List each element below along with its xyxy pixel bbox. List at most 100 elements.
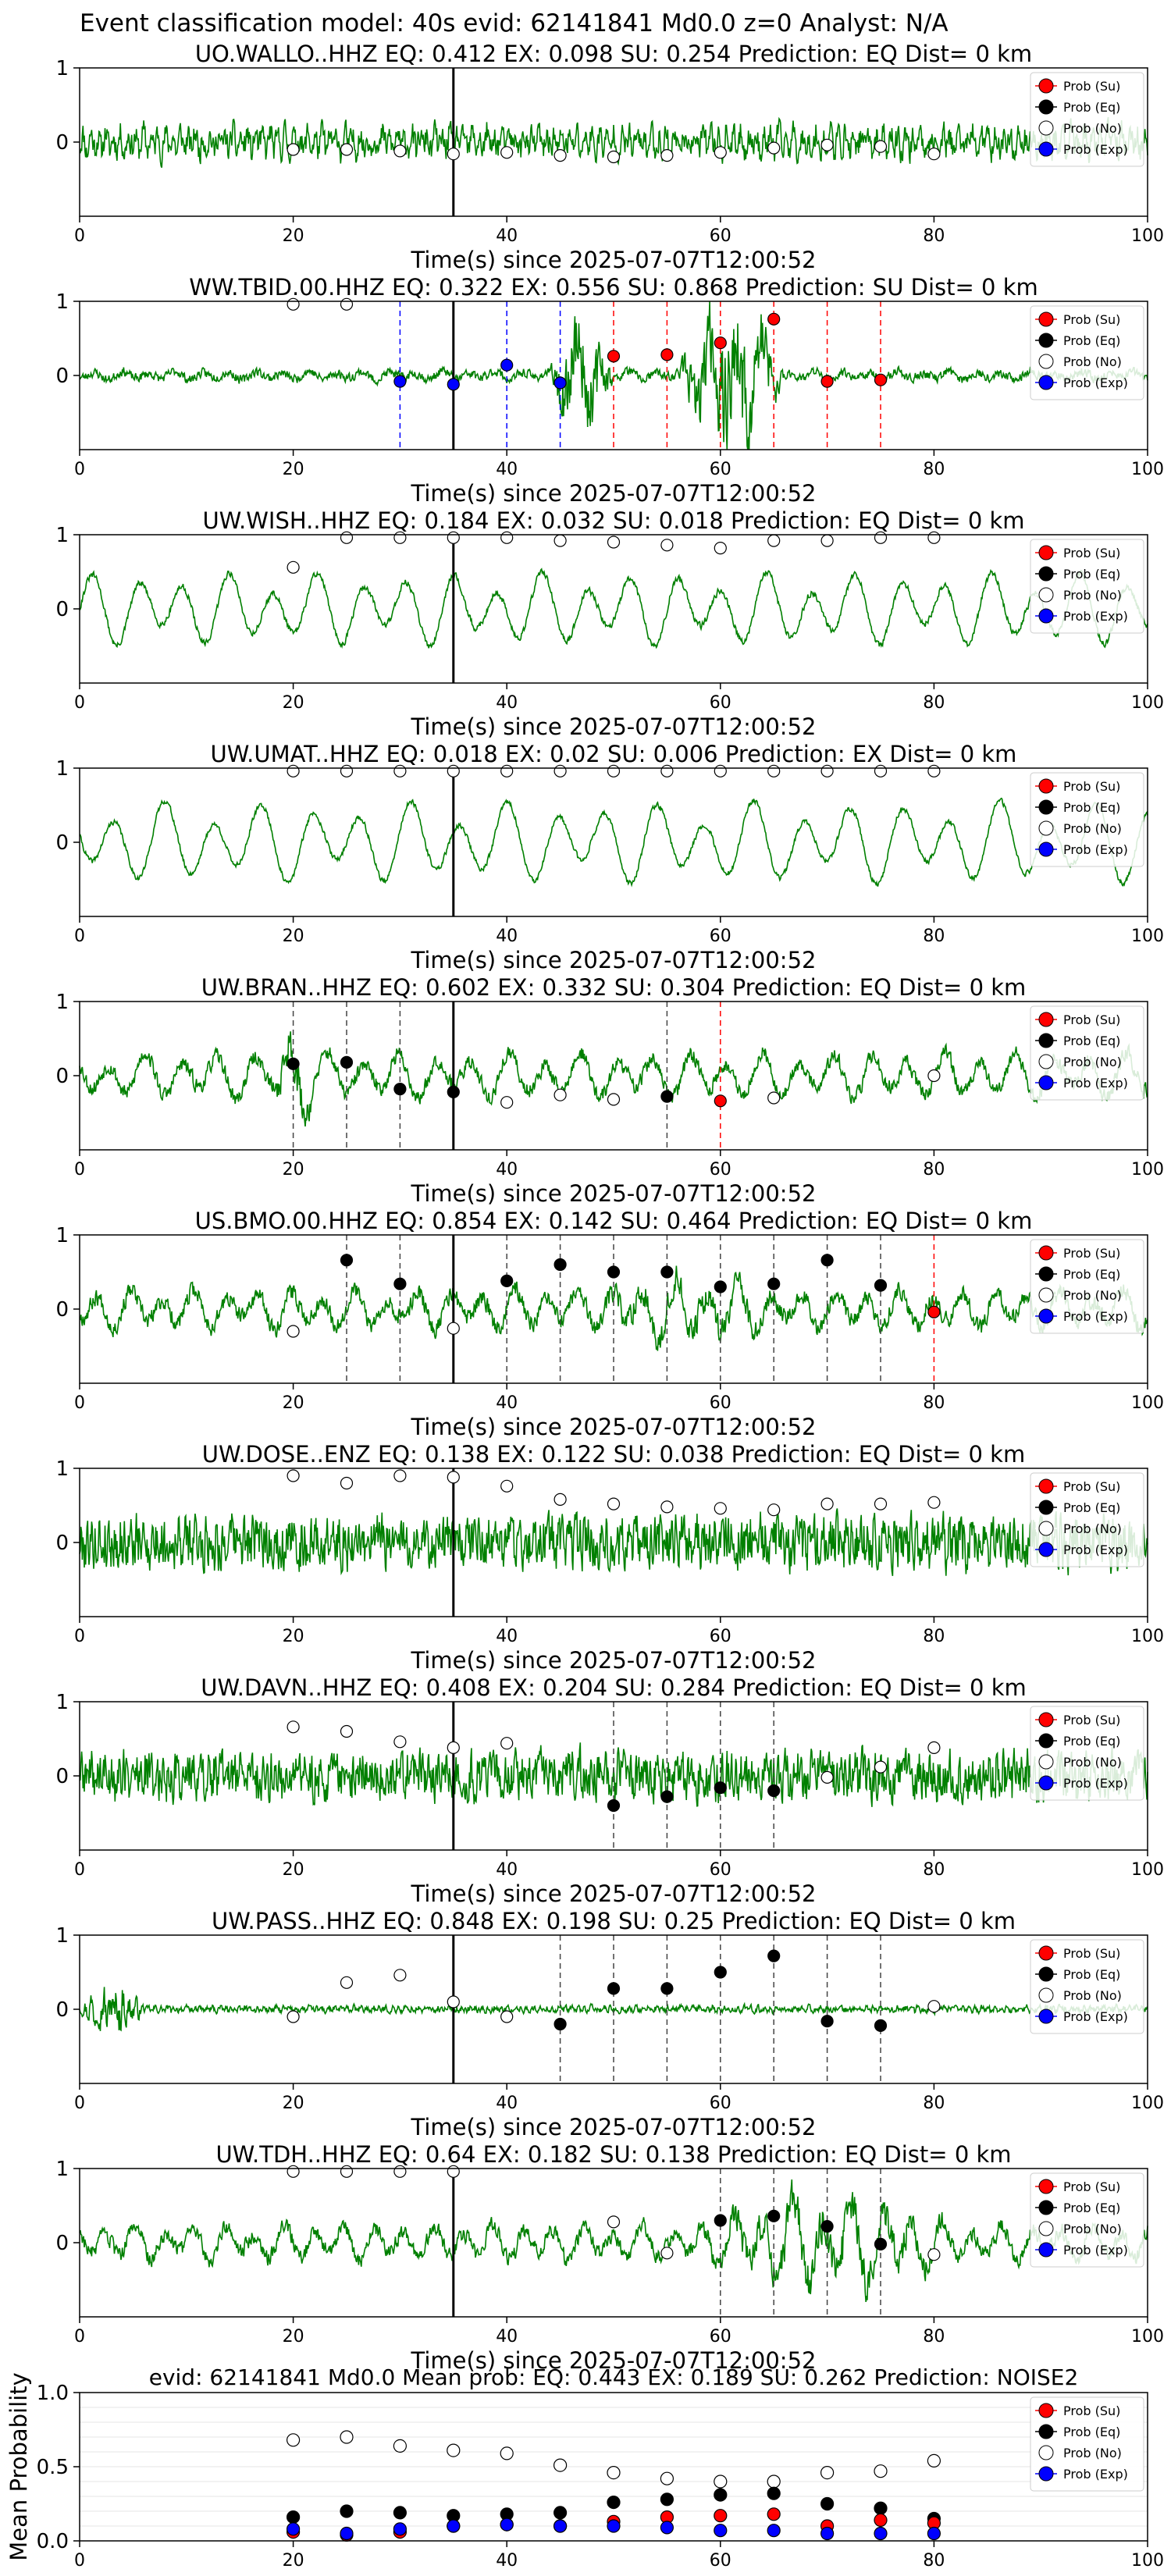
legend-label: Prob (Exp) <box>1063 142 1128 157</box>
legend-label: Prob (Eq) <box>1063 1734 1120 1749</box>
mean-probexp-point <box>607 2519 621 2533</box>
legend-box <box>1030 1005 1144 1101</box>
x-tick-label: 60 <box>710 927 731 946</box>
legend-marker <box>1038 799 1054 815</box>
x-tick-label: 0 <box>74 2094 85 2113</box>
prob-no-point <box>660 539 674 552</box>
y-tick-label: 1 <box>55 2158 69 2181</box>
mean-probsu-point <box>874 2513 888 2527</box>
title-sep: Dist= <box>898 41 976 67</box>
legend-label: Prob (Exp) <box>1063 2009 1128 2024</box>
prob-exp-point <box>553 376 567 390</box>
prob-no-point <box>287 297 300 311</box>
title-sep: Dist= <box>892 974 970 1001</box>
mean-probsu-point <box>714 2509 728 2523</box>
legend-marker <box>1038 1075 1054 1091</box>
title-sep: EQ: <box>372 974 425 1001</box>
waveform <box>79 1508 1148 1577</box>
title-sep: Dist= <box>903 274 981 301</box>
prob-no-point <box>607 535 621 549</box>
y-tick-label: 0 <box>55 2232 69 2255</box>
panel-title: UW.TDH..HHZ EQ: 0.64 EX: 0.182 SU: 0.138… <box>215 2141 1011 2168</box>
x-tick-label: 80 <box>923 2327 945 2347</box>
mean-probno-point <box>447 2443 461 2457</box>
panel-6: US.BMO.00.HHZ EQ: 0.854 EX: 0.142 SU: 0.… <box>55 1208 1164 1440</box>
y-tick-label: 1 <box>55 1457 69 1481</box>
axes-frame <box>79 1001 1148 1151</box>
title-sep: EQ: <box>372 2141 425 2168</box>
legend-label: Prob (Exp) <box>1063 1542 1128 1557</box>
legend-marker <box>1038 1733 1054 1749</box>
title-eq: 0.854 <box>432 1208 497 1234</box>
prob-no-point <box>393 764 407 777</box>
legend-box <box>1030 305 1144 400</box>
legend-box <box>1030 2172 1144 2268</box>
prob-no-point <box>874 531 888 544</box>
prob-no-point <box>287 2165 300 2178</box>
legend-marker <box>1038 1266 1054 1282</box>
prob-su-point <box>767 312 781 326</box>
mean-probeq-point <box>340 2504 354 2518</box>
panel-title: US.BMO.00.HHZ EQ: 0.854 EX: 0.142 SU: 0.… <box>195 1208 1033 1234</box>
prob-eq-point <box>340 1254 354 1267</box>
prob-eq-point <box>714 1966 727 1979</box>
mean-probeq-point <box>607 2496 621 2510</box>
title-sep: Dist= <box>892 1674 970 1701</box>
title-station: UW.PASS..HHZ <box>212 1908 376 1934</box>
legend-box <box>1030 1939 1144 2034</box>
x-tick-label: 0 <box>74 1627 85 1646</box>
legend-label: Prob (No) <box>1063 1288 1122 1303</box>
title-sep: Prediction: <box>724 1441 858 1468</box>
prob-no-point <box>660 1500 674 1514</box>
mean-probeq-point <box>874 2501 888 2515</box>
prob-no-point <box>287 1720 300 1734</box>
title-sep: SU: <box>621 274 674 301</box>
title-sep: EX: <box>497 1208 548 1234</box>
prob-su-point <box>927 1305 941 1318</box>
legend-label: Prob (No) <box>1063 2222 1122 2236</box>
prob-eq-point <box>820 1254 834 1267</box>
prob-no-point <box>820 534 834 547</box>
x-tick-label: 40 <box>496 2094 518 2113</box>
x-tick-label: 0 <box>74 2327 85 2347</box>
y-tick-label: 0 <box>55 131 69 155</box>
waveform <box>79 1987 1148 2032</box>
mean-probexp-point <box>927 2526 941 2541</box>
legend-marker <box>1038 587 1054 603</box>
x-tick-label: 60 <box>710 693 731 713</box>
y-tick-label: 1 <box>55 524 69 547</box>
panel-title: UW.DOSE..ENZ EQ: 0.138 EX: 0.122 SU: 0.0… <box>202 1441 1025 1468</box>
x-tick-label: 60 <box>710 2551 731 2571</box>
prob-no-point <box>820 1770 834 1784</box>
prob-no-point <box>660 149 674 162</box>
title-ex: 0.204 <box>543 1674 607 1701</box>
title-eq: 0.412 <box>432 41 497 67</box>
title-ex: 0.02 <box>550 741 600 767</box>
legend-label: Prob (Exp) <box>1063 1776 1128 1791</box>
prob-no-point <box>820 764 834 777</box>
x-tick-label: 40 <box>496 460 518 479</box>
mean-probability-panel: evid: 62141841 Md0.0 Mean prob: EQ: 0.44… <box>5 2364 1164 2571</box>
prob-no-point <box>500 146 514 159</box>
panel-title: UW.DAVN..HHZ EQ: 0.408 EX: 0.204 SU: 0.2… <box>201 1674 1027 1701</box>
legend-label: Prob (Exp) <box>1063 2243 1128 2258</box>
prob-no-point <box>393 1735 407 1749</box>
mean-probsu-point <box>767 2507 781 2521</box>
prob-eq-point <box>393 1277 407 1290</box>
legend-label: Prob (No) <box>1063 1055 1122 1069</box>
prob-eq-point <box>553 2017 567 2031</box>
legend-marker <box>1038 1054 1054 1069</box>
x-tick-label: 80 <box>923 1627 945 1646</box>
title-su: 0.018 <box>659 507 724 534</box>
prob-eq-point <box>607 1265 621 1279</box>
title-sep: Prediction: <box>731 41 865 67</box>
title-su: 0.138 <box>646 2141 710 2168</box>
title-eq: 0.018 <box>433 741 498 767</box>
x-tick-label: 0 <box>74 927 85 946</box>
title-ex: 0.032 <box>541 507 606 534</box>
prob-no-point <box>553 534 567 547</box>
title-eq: 0.602 <box>425 974 490 1001</box>
prob-no-point <box>927 2248 941 2261</box>
title-sep: SU: <box>606 507 659 534</box>
mean-probexp-point <box>500 2517 514 2532</box>
